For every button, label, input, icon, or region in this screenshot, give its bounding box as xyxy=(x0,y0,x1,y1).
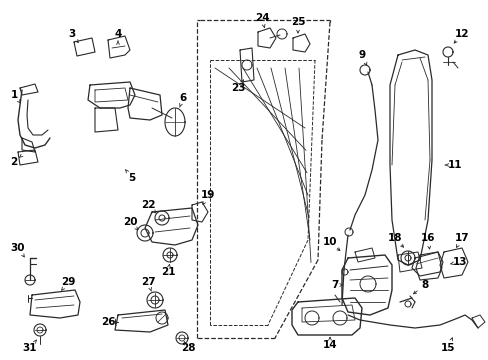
Text: 30: 30 xyxy=(11,243,25,253)
Text: 19: 19 xyxy=(201,190,215,200)
Text: 8: 8 xyxy=(421,280,428,290)
Text: 6: 6 xyxy=(179,93,186,103)
Text: 10: 10 xyxy=(322,237,337,247)
Text: 26: 26 xyxy=(101,317,115,327)
Text: 18: 18 xyxy=(387,233,402,243)
Text: 15: 15 xyxy=(440,343,454,353)
Text: 12: 12 xyxy=(454,29,468,39)
Text: 29: 29 xyxy=(61,277,75,287)
Text: 27: 27 xyxy=(141,277,155,287)
Text: 13: 13 xyxy=(452,257,467,267)
Text: 28: 28 xyxy=(181,343,195,353)
Text: 11: 11 xyxy=(447,160,461,170)
Text: 9: 9 xyxy=(358,50,365,60)
Text: 24: 24 xyxy=(254,13,269,23)
Text: 25: 25 xyxy=(290,17,305,27)
Text: 4: 4 xyxy=(114,29,122,39)
Text: 31: 31 xyxy=(23,343,37,353)
Text: 23: 23 xyxy=(230,83,245,93)
Text: 20: 20 xyxy=(122,217,137,227)
Text: 17: 17 xyxy=(454,233,468,243)
Text: 22: 22 xyxy=(141,200,155,210)
Text: 14: 14 xyxy=(322,340,337,350)
Text: 2: 2 xyxy=(10,157,18,167)
Text: 5: 5 xyxy=(128,173,135,183)
Text: 3: 3 xyxy=(68,29,76,39)
Text: 7: 7 xyxy=(331,280,338,290)
Text: 21: 21 xyxy=(161,267,175,277)
Text: 1: 1 xyxy=(10,90,18,100)
Text: 16: 16 xyxy=(420,233,434,243)
